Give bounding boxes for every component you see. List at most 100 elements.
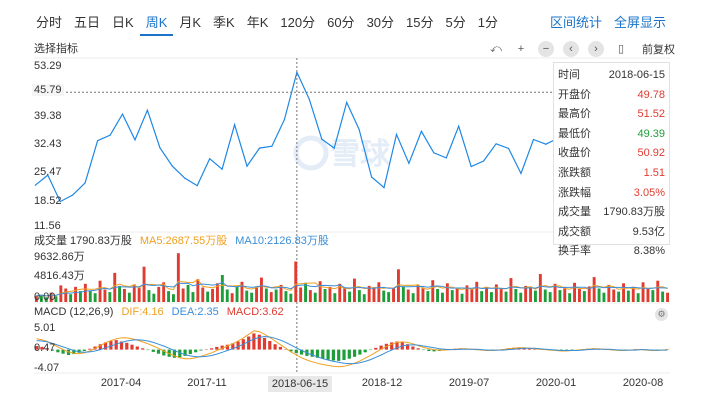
volume-bar <box>211 289 214 302</box>
volume-bar <box>455 288 459 302</box>
price-point <box>532 138 535 141</box>
volume-bar <box>162 282 166 302</box>
volume-bar <box>132 284 136 302</box>
price-point <box>283 119 285 121</box>
volume-bar <box>206 291 210 302</box>
tab-3[interactable]: 周K <box>139 10 174 36</box>
tab-5[interactable]: 季K <box>213 15 235 30</box>
volume-bar <box>622 283 625 302</box>
info-row: 最低价 49.39 <box>558 125 665 145</box>
info-value: 3.05% <box>633 186 665 199</box>
volume-bar <box>431 280 435 302</box>
price-point <box>333 147 335 149</box>
macd-label[interactable]: MACD (12,26,9) <box>34 306 114 318</box>
reset-icon[interactable]: ▯ <box>617 43 625 55</box>
volume-bar <box>499 288 503 302</box>
volume-bar <box>646 289 650 302</box>
volume-bar <box>568 293 572 302</box>
tab-1[interactable]: 五日 <box>74 15 101 30</box>
volume-bar <box>631 286 635 302</box>
info-value: 49.78 <box>637 88 665 101</box>
price-point <box>72 194 74 196</box>
volume-bar <box>529 288 532 302</box>
volume-bar <box>240 281 244 302</box>
prev-icon[interactable]: ‹ <box>563 41 579 57</box>
volume-bar <box>357 290 361 302</box>
volume-bar <box>382 290 386 302</box>
volume-bar <box>416 284 420 302</box>
undo-icon[interactable]: ⤺ <box>490 43 502 55</box>
info-row: 最高价 51.52 <box>558 105 665 125</box>
ohlc-info-panel: 时间 2018-06-15 开盘价 49.78 最高价 51.52 最低价 49.39 收盘价 5… <box>553 62 670 257</box>
info-label: 涨跌幅 <box>558 186 591 199</box>
volume-bar <box>450 290 454 302</box>
tab-6[interactable]: 年K <box>246 15 269 30</box>
info-label: 成交额 <box>558 225 591 238</box>
zoom-in-icon[interactable]: + <box>517 43 525 55</box>
next-icon[interactable]: › <box>588 41 604 57</box>
info-value: 8.38% <box>633 245 665 258</box>
top-toolbar-right: 区间统计 全屏显示 <box>550 10 666 36</box>
volume-bar <box>553 283 557 302</box>
price-point <box>420 130 422 132</box>
macd-legend: MACD (12,26,9) DIF:4.16 DEA:2.35 MACD:3.… <box>34 305 284 319</box>
info-value: 9.53亿 <box>632 225 665 238</box>
price-point <box>221 168 223 170</box>
info-value: 51.52 <box>637 108 665 121</box>
tab-9[interactable]: 30分 <box>366 15 395 30</box>
volume-bar <box>269 292 273 302</box>
info-row: 收盘价 50.92 <box>558 144 665 164</box>
info-row: 换手率 8.38% <box>558 242 665 262</box>
indicator-selector[interactable]: 选择指标 <box>34 43 78 55</box>
tab-7[interactable]: 120分 <box>280 15 316 30</box>
volume-bar <box>176 253 180 302</box>
info-label: 换手率 <box>558 245 591 258</box>
price-point <box>408 162 410 164</box>
volume-bar <box>64 288 68 302</box>
price-point <box>258 147 261 149</box>
volume-bar <box>411 293 415 302</box>
volume-bar <box>543 289 547 302</box>
interval-stats-button[interactable]: 区间统计 <box>549 15 602 30</box>
tab-0[interactable]: 分时 <box>36 15 63 30</box>
volume-bar <box>260 277 263 302</box>
price-tick: 18.52 <box>34 195 62 207</box>
tab-10[interactable]: 15分 <box>406 15 434 30</box>
price-point <box>209 158 211 160</box>
fullscreen-button[interactable]: 全屏显示 <box>613 15 666 30</box>
volume-bar <box>617 291 621 302</box>
volume-bar <box>333 293 337 302</box>
fuquan-select[interactable]: 前复权 <box>642 44 675 56</box>
volume-bar <box>98 280 102 302</box>
volume-bar <box>563 286 567 302</box>
volume-bar <box>264 288 268 302</box>
volume-bar <box>490 292 493 302</box>
volume-bar <box>587 286 591 302</box>
x-tick: 2017-11 <box>187 377 227 389</box>
info-row: 涨跌幅 3.05% <box>558 184 665 204</box>
volume-bar <box>578 289 581 302</box>
volume-bar <box>504 291 508 302</box>
volume-ma10-line <box>36 281 668 297</box>
volume-bar <box>35 295 38 302</box>
volume-bar <box>225 289 229 302</box>
volume-bar <box>328 286 332 302</box>
volume-bar <box>103 289 107 302</box>
x-tick: 2020-01 <box>535 377 577 389</box>
volume-bar <box>69 294 73 302</box>
volume-bar <box>294 261 298 302</box>
volume-ma10: MA10:2126.83万股 <box>235 235 329 247</box>
tab-8[interactable]: 60分 <box>327 15 355 30</box>
x-tick: 2020-08 <box>622 377 664 389</box>
tab-12[interactable]: 1分 <box>477 15 498 30</box>
volume-bar <box>538 274 542 302</box>
tab-2[interactable]: 日K <box>112 15 134 30</box>
zoom-out-icon[interactable]: − <box>538 41 554 57</box>
tab-4[interactable]: 月K <box>179 15 202 30</box>
volume-bar <box>470 289 474 302</box>
price-point <box>146 109 148 111</box>
tab-11[interactable]: 5分 <box>445 15 466 30</box>
gear-icon[interactable]: ⚙ <box>655 308 668 321</box>
volume-bar <box>548 292 552 302</box>
